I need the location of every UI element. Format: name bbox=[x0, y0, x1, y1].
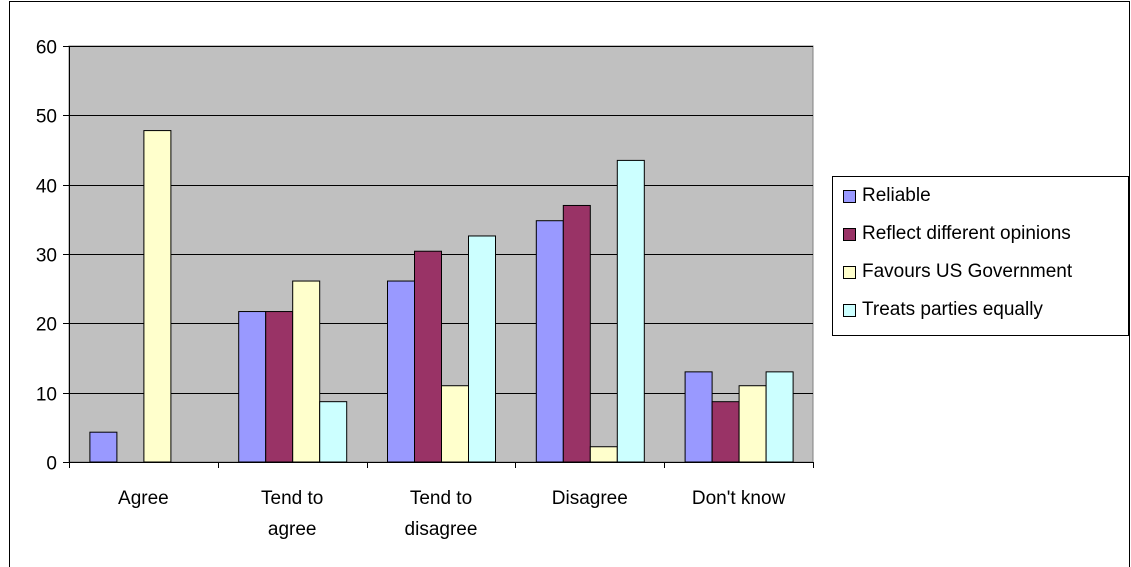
x-category-labels: Agree Tend to agree Tend to disagree Disagree… bbox=[118, 488, 786, 540]
y-tick-label: 60 bbox=[36, 38, 57, 59]
legend-item: Favours US Government bbox=[843, 257, 1072, 287]
bars bbox=[89, 130, 794, 463]
x-category-label: Disagree bbox=[552, 488, 628, 509]
bar-treats-parties-equally bbox=[765, 371, 794, 463]
bar-reliable bbox=[387, 280, 415, 463]
bar-treats-parties-equally bbox=[616, 159, 645, 463]
x-category-label: disagree bbox=[405, 519, 478, 540]
bar-reliable bbox=[89, 431, 118, 463]
legend-item: Reflect different opinions bbox=[843, 219, 1071, 249]
legend-item: Treats parties equally bbox=[843, 295, 1043, 325]
chart-frame bbox=[9, 1, 1130, 567]
bar-favours-us-government bbox=[143, 130, 172, 463]
legend-swatch bbox=[843, 265, 856, 279]
bar-reliable bbox=[238, 311, 267, 463]
legend-swatch bbox=[843, 227, 856, 241]
bar-reliable bbox=[535, 220, 564, 463]
x-category-label: Agree bbox=[118, 488, 169, 509]
x-category-label: Don't know bbox=[692, 488, 786, 509]
x-category-label: Tend to bbox=[410, 488, 472, 509]
bar-reflect-different-opinions bbox=[414, 250, 442, 463]
legend-swatch bbox=[843, 189, 856, 203]
bar-reliable bbox=[684, 371, 713, 463]
bar-treats-parties-equally bbox=[468, 235, 496, 463]
bar-reflect-different-opinions bbox=[265, 311, 294, 463]
x-category-label: Tend to bbox=[261, 488, 323, 509]
y-tick-label: 10 bbox=[36, 385, 57, 406]
legend-label: Reliable bbox=[862, 185, 931, 206]
bar-reflect-different-opinions bbox=[562, 204, 591, 463]
y-tick-label: 40 bbox=[36, 177, 57, 198]
legend-label: Favours US Government bbox=[862, 261, 1073, 282]
y-tick-labels: 0 10 20 30 40 50 60 bbox=[36, 38, 57, 475]
axes bbox=[63, 46, 814, 468]
y-tick-label: 30 bbox=[36, 246, 57, 267]
y-tick-label: 50 bbox=[36, 107, 57, 128]
bar-treats-parties-equally bbox=[319, 401, 348, 463]
legend-label: Reflect different opinions bbox=[862, 223, 1071, 244]
y-tick-label: 20 bbox=[36, 315, 57, 336]
bar-reflect-different-opinions bbox=[711, 401, 740, 463]
bar-favours-us-government bbox=[292, 280, 321, 463]
bar-favours-us-government bbox=[589, 446, 618, 463]
x-category-label: agree bbox=[268, 519, 317, 540]
legend-item: Reliable bbox=[843, 181, 931, 211]
y-tick-label: 0 bbox=[46, 454, 57, 475]
legend-label: Treats parties equally bbox=[862, 299, 1043, 320]
legend: Reliable Reflect different opinions Favour… bbox=[832, 176, 1129, 336]
legend-swatch bbox=[843, 303, 856, 317]
bar-favours-us-government bbox=[738, 385, 767, 463]
bar-favours-us-government bbox=[441, 385, 469, 463]
